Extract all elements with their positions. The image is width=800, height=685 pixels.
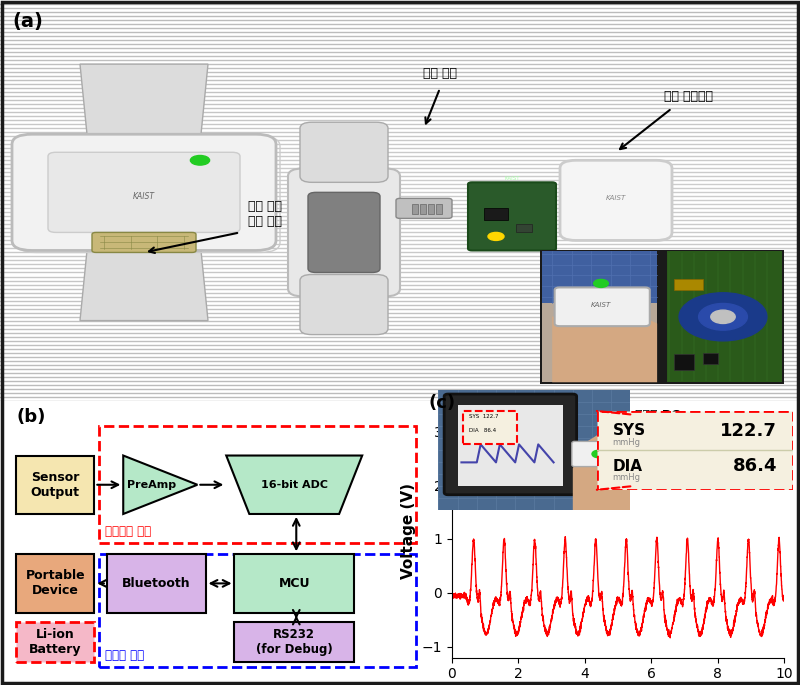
FancyBboxPatch shape — [572, 441, 626, 466]
Circle shape — [698, 303, 747, 330]
Text: mmHg: mmHg — [613, 473, 641, 482]
Text: DIA   86.4: DIA 86.4 — [469, 428, 496, 434]
Text: 유연 압전
혈압 센서: 유연 압전 혈압 센서 — [248, 201, 282, 228]
Circle shape — [190, 155, 210, 165]
Text: SYS  122.7: SYS 122.7 — [469, 414, 498, 419]
Text: KAIST: KAIST — [133, 192, 155, 201]
Circle shape — [592, 451, 603, 458]
Bar — [516, 225, 532, 232]
Text: (c): (c) — [428, 394, 455, 412]
FancyBboxPatch shape — [288, 169, 400, 297]
FancyBboxPatch shape — [16, 456, 94, 514]
FancyBboxPatch shape — [300, 275, 388, 334]
FancyBboxPatch shape — [468, 182, 556, 251]
Polygon shape — [573, 432, 630, 510]
Text: Portable
Device: Portable Device — [26, 569, 85, 597]
Bar — [436, 204, 442, 214]
Bar — [703, 353, 718, 364]
Text: KAIST: KAIST — [591, 303, 611, 308]
Text: RS232
(for Debug): RS232 (for Debug) — [256, 628, 333, 656]
Bar — [420, 204, 426, 214]
Bar — [674, 279, 703, 290]
Circle shape — [594, 279, 608, 288]
FancyBboxPatch shape — [463, 411, 517, 445]
FancyBboxPatch shape — [106, 554, 206, 612]
Bar — [542, 251, 657, 303]
Bar — [542, 251, 657, 382]
Circle shape — [710, 310, 735, 323]
Y-axis label: Voltage (V): Voltage (V) — [402, 483, 416, 579]
Text: 디지털 보드: 디지털 보드 — [105, 649, 144, 662]
Text: 122.7: 122.7 — [720, 422, 777, 440]
FancyBboxPatch shape — [300, 122, 388, 182]
Bar — [458, 405, 563, 486]
Text: 16-bit ADC: 16-bit ADC — [261, 479, 328, 490]
Bar — [428, 204, 434, 214]
Text: 아날로그 보드: 아날로그 보드 — [105, 525, 151, 538]
Bar — [667, 251, 782, 382]
Polygon shape — [80, 240, 208, 321]
FancyBboxPatch shape — [308, 192, 380, 273]
FancyBboxPatch shape — [234, 554, 354, 612]
FancyBboxPatch shape — [16, 622, 94, 662]
Text: (b): (b) — [16, 408, 46, 426]
Text: 충전 단자: 충전 단자 — [423, 67, 457, 80]
FancyBboxPatch shape — [234, 622, 354, 662]
Text: 무선 통신회로: 무선 통신회로 — [664, 90, 713, 103]
FancyBboxPatch shape — [444, 394, 577, 495]
FancyBboxPatch shape — [92, 232, 196, 253]
Text: SYS: SYS — [613, 423, 646, 438]
FancyBboxPatch shape — [12, 134, 276, 251]
Text: Li-ion
Battery: Li-ion Battery — [29, 628, 82, 656]
Polygon shape — [552, 303, 657, 382]
Text: mmHg: mmHg — [613, 438, 641, 447]
Bar — [674, 354, 694, 370]
FancyBboxPatch shape — [554, 288, 650, 326]
Polygon shape — [80, 64, 208, 145]
FancyBboxPatch shape — [16, 554, 94, 612]
Text: DIA: DIA — [613, 459, 642, 473]
Text: MCU: MCU — [278, 577, 310, 590]
Bar — [412, 204, 418, 214]
Text: Sensor
Output: Sensor Output — [30, 471, 80, 499]
FancyBboxPatch shape — [396, 199, 452, 219]
Circle shape — [488, 232, 504, 240]
Text: 86.4: 86.4 — [733, 457, 777, 475]
Polygon shape — [123, 456, 198, 514]
Circle shape — [679, 292, 767, 341]
Text: KAIST: KAIST — [504, 176, 520, 182]
Text: (a): (a) — [12, 12, 43, 31]
FancyBboxPatch shape — [48, 152, 240, 232]
FancyBboxPatch shape — [560, 160, 672, 240]
Text: PreAmp: PreAmp — [127, 479, 176, 490]
Text: KAIST: KAIST — [606, 195, 626, 201]
Text: Bluetooth: Bluetooth — [122, 577, 190, 590]
Text: 테블릿 PC: 테블릿 PC — [574, 409, 680, 427]
Bar — [484, 208, 508, 221]
Polygon shape — [226, 456, 362, 514]
